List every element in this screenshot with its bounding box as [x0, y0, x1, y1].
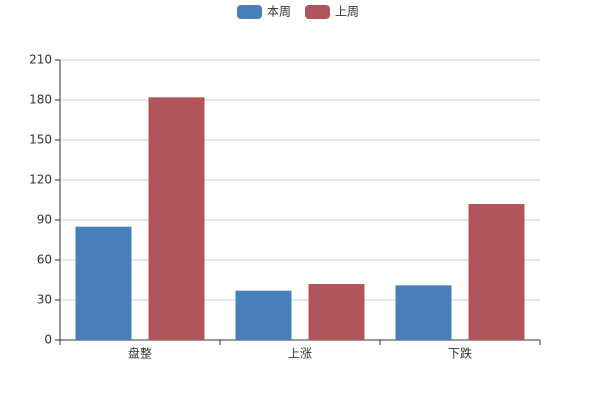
- legend-label[interactable]: 本周: [267, 5, 291, 19]
- y-tick-label: 180: [29, 93, 52, 107]
- bar: [395, 285, 452, 340]
- x-tick-label: 盘整: [128, 346, 152, 361]
- bar: [235, 290, 292, 340]
- y-tick-label: 90: [37, 213, 52, 227]
- x-tick-label: 下跌: [448, 346, 472, 361]
- y-tick-label: 120: [29, 173, 52, 187]
- y-tick-label: 210: [29, 53, 52, 67]
- bar: [468, 204, 525, 340]
- legend-label[interactable]: 上周: [335, 5, 359, 19]
- legend-swatch[interactable]: [305, 5, 330, 19]
- bar: [308, 284, 365, 340]
- bar: [75, 226, 132, 340]
- y-tick-label: 60: [37, 253, 52, 267]
- y-tick-label: 0: [44, 333, 52, 347]
- legend-swatch[interactable]: [237, 5, 262, 19]
- bar: [148, 97, 205, 340]
- x-tick-label: 上涨: [288, 346, 312, 361]
- y-tick-label: 150: [29, 133, 52, 147]
- y-tick-label: 30: [37, 293, 52, 307]
